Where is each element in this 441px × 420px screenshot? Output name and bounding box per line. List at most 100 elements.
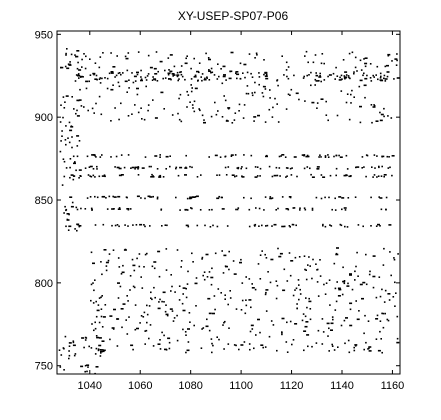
data-point: [289, 196, 292, 199]
data-point: [308, 256, 310, 258]
data-point: [68, 225, 72, 228]
data-point: [179, 93, 182, 96]
data-point: [349, 302, 353, 305]
data-point: [192, 261, 194, 263]
data-point: [94, 176, 96, 178]
data-point: [280, 155, 282, 157]
data-point: [255, 207, 257, 209]
data-point: [125, 57, 129, 60]
data-point: [363, 166, 365, 168]
data-point: [287, 66, 290, 68]
data-point: [293, 207, 296, 209]
data-point: [373, 174, 376, 176]
data-point: [311, 101, 315, 104]
data-point: [110, 120, 112, 122]
data-point: [98, 337, 102, 339]
data-point: [388, 224, 392, 226]
data-point: [377, 223, 380, 226]
data-point: [264, 293, 267, 296]
data-point: [262, 346, 264, 349]
data-point: [63, 160, 66, 163]
data-point: [117, 195, 121, 198]
data-point: [140, 69, 142, 72]
data-point: [248, 299, 252, 301]
data-point: [264, 196, 267, 198]
data-point: [363, 84, 367, 87]
data-point: [247, 92, 250, 95]
data-point: [220, 196, 223, 199]
data-point: [193, 324, 195, 327]
data-point: [70, 53, 73, 56]
data-point: [64, 101, 66, 103]
data-points: [58, 48, 400, 375]
data-point: [215, 113, 218, 116]
data-point: [187, 341, 190, 343]
data-point: [264, 253, 266, 256]
data-point: [180, 120, 183, 123]
data-point: [364, 57, 368, 59]
data-point: [335, 300, 338, 303]
data-point: [214, 154, 218, 157]
data-point: [338, 154, 340, 157]
data-point: [281, 196, 284, 198]
data-point: [71, 136, 73, 138]
data-point: [227, 107, 230, 110]
data-point: [145, 85, 147, 88]
data-point: [348, 175, 352, 178]
data-point: [210, 71, 212, 74]
data-point: [227, 166, 230, 168]
data-point: [84, 67, 87, 70]
data-point: [70, 126, 74, 128]
data-point: [327, 119, 329, 122]
data-point: [327, 75, 329, 78]
data-point: [275, 297, 278, 300]
data-point: [201, 258, 203, 260]
data-point: [265, 291, 267, 294]
data-point: [283, 268, 286, 271]
data-point: [384, 312, 386, 315]
chart-title: XY-USEP-SP07-P06: [178, 9, 289, 23]
data-point: [364, 77, 368, 80]
data-point: [76, 67, 79, 70]
data-point: [346, 168, 349, 170]
data-point: [243, 154, 245, 156]
data-point: [380, 175, 383, 177]
data-point: [208, 312, 212, 315]
data-point: [254, 57, 256, 59]
data-point: [315, 80, 319, 82]
data-point: [222, 75, 226, 78]
data-point: [303, 75, 305, 78]
data-point: [110, 71, 114, 73]
data-point: [171, 114, 174, 116]
data-point: [117, 208, 121, 210]
data-point: [68, 354, 71, 357]
data-point: [375, 318, 379, 320]
data-point: [200, 174, 202, 176]
data-point: [168, 347, 171, 350]
data-point: [176, 249, 179, 251]
data-point: [203, 119, 205, 121]
data-point: [194, 87, 198, 90]
data-point: [148, 337, 150, 340]
data-point: [224, 155, 227, 158]
data-point: [116, 345, 119, 347]
data-point: [322, 331, 325, 333]
data-point: [383, 115, 385, 118]
data-point: [117, 297, 120, 299]
data-point: [264, 85, 266, 88]
data-point: [396, 341, 400, 344]
data-point: [124, 248, 127, 251]
data-point: [324, 155, 327, 157]
data-point: [92, 72, 96, 75]
data-point: [126, 208, 130, 210]
data-point: [209, 226, 212, 228]
data-point: [224, 294, 226, 296]
data-point: [128, 87, 130, 89]
data-point: [363, 332, 365, 335]
data-point: [65, 167, 68, 169]
data-point: [62, 158, 65, 160]
data-point: [259, 167, 262, 170]
data-point: [146, 321, 148, 324]
data-point: [214, 101, 216, 104]
data-point: [343, 207, 347, 209]
